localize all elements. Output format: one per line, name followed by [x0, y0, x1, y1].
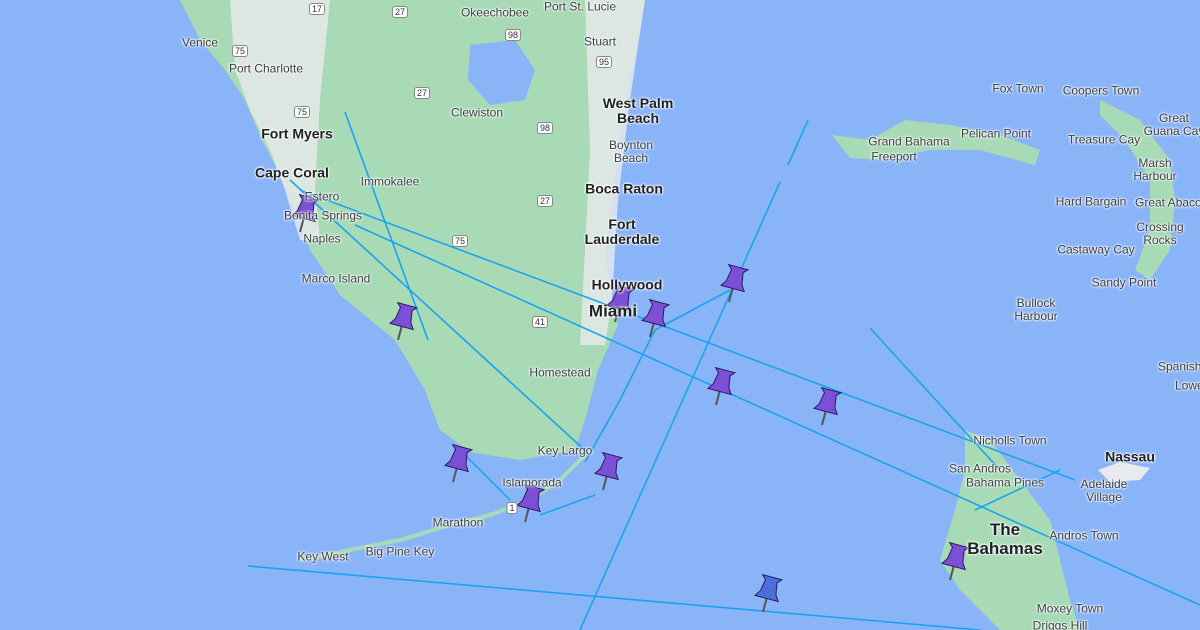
pushpin-icon[interactable]	[441, 443, 474, 485]
route-line	[289, 179, 591, 456]
place-label: Stuart	[583, 34, 617, 49]
place-label: Naples	[303, 231, 341, 246]
florida-keys	[299, 453, 587, 562]
place-label: Nicholls Town	[973, 433, 1047, 448]
place-label: San Andros	[948, 461, 1012, 476]
route-line	[619, 329, 656, 401]
place-label: Port Charlotte	[228, 61, 304, 76]
andros	[940, 430, 1080, 630]
place-label: Key Largo	[537, 443, 593, 458]
pushpin-icon[interactable]	[591, 451, 624, 493]
highway-shield: 98	[536, 122, 554, 134]
route-line	[787, 119, 809, 166]
new-providence	[1098, 462, 1150, 482]
highway-shield: 27	[391, 6, 409, 18]
place-label: Andros Town	[1049, 528, 1119, 543]
place-label: Fort Lauderdale	[584, 216, 660, 247]
pushpin-icon[interactable]	[513, 483, 546, 525]
highway-shield: 27	[413, 87, 431, 99]
route-lines	[247, 111, 1200, 630]
highway-shield: 17	[308, 3, 326, 15]
place-label: Great Guana Cay	[1143, 111, 1200, 138]
highway-shield: 41	[531, 316, 549, 328]
pushpin-icon[interactable]	[386, 301, 419, 343]
place-label: Treasure Cay	[1067, 132, 1141, 147]
place-label: Lower Bogue	[1175, 378, 1200, 393]
route-line	[299, 189, 1076, 481]
place-label: Crossing Rocks	[1136, 220, 1184, 247]
pins	[288, 193, 971, 615]
highway-shield: 95	[595, 56, 613, 68]
pushpin-icon[interactable]	[603, 283, 636, 325]
place-label: Islamorada	[502, 475, 562, 490]
place-label: Adelaide Village	[1080, 477, 1128, 504]
place-label: Venice	[181, 35, 219, 50]
place-label: The Bahamas	[967, 520, 1043, 558]
place-label: Clewiston	[450, 105, 504, 120]
place-label: Grand Bahama	[868, 134, 950, 149]
pushpin-icon[interactable]	[638, 298, 671, 340]
highway-shield: 75	[293, 106, 311, 118]
highway-shield: 75	[451, 235, 469, 247]
pushpin-icon[interactable]	[751, 573, 784, 615]
place-label: West Palm Beach	[602, 95, 674, 126]
pushpin-icon[interactable]	[810, 386, 843, 428]
pushpin-icon[interactable]	[717, 263, 750, 305]
place-label: Hard Bargain	[1055, 194, 1127, 209]
place-label: Driggs Hill	[1032, 618, 1088, 630]
grand-bahama	[832, 120, 1040, 165]
route-line	[869, 327, 1001, 471]
place-label: Okeechobee	[460, 5, 530, 20]
abaco	[1100, 100, 1175, 280]
highway-shield: 27	[536, 195, 554, 207]
pushpin-icon[interactable]	[938, 541, 971, 583]
route-line	[539, 494, 596, 516]
place-label: Marathon	[432, 515, 484, 530]
place-label: Spanish Wells	[1158, 359, 1200, 374]
route-line	[654, 289, 731, 331]
place-label: Coopers Town	[1062, 83, 1140, 98]
place-label: Fox Town	[992, 81, 1044, 96]
place-label: Moxey Town	[1036, 601, 1104, 616]
place-label: Estero	[304, 189, 340, 204]
place-label: Marsh Harbour	[1133, 156, 1177, 183]
place-label: Fort Myers	[261, 125, 333, 142]
route-line	[344, 111, 429, 341]
place-label: Bonita Springs	[283, 208, 363, 223]
place-label: Nassau	[1105, 448, 1155, 465]
lake-okeechobee	[468, 40, 535, 105]
place-label: Big Pine Key	[365, 544, 435, 559]
highway-shield: 1	[506, 502, 518, 514]
place-label: Pelican Point	[960, 126, 1032, 141]
highway-shield: 75	[231, 45, 249, 57]
route-line	[584, 399, 621, 463]
place-label: Great Abaco	[1135, 195, 1200, 210]
place-label: Homestead	[529, 365, 591, 380]
place-label: Immokalee	[360, 174, 420, 189]
place-label: Hollywood	[591, 276, 663, 293]
place-label: Sandy Point	[1091, 275, 1157, 290]
place-label: Port St. Lucie	[543, 0, 617, 14]
route-line	[247, 565, 981, 630]
place-label: Cape Coral	[255, 164, 329, 181]
route-line	[974, 469, 1061, 511]
pushpin-icon[interactable]	[288, 193, 321, 235]
route-line	[354, 224, 1200, 606]
urban-west	[230, 0, 330, 240]
pushpin-icon[interactable]	[704, 366, 737, 408]
place-label: Freeport	[871, 149, 917, 164]
place-label: Marco Island	[301, 271, 371, 286]
highway-shield: 98	[504, 29, 522, 41]
place-label: Boynton Beach	[608, 138, 654, 165]
place-label: Bullock Harbour	[1014, 296, 1058, 323]
place-label: Miami	[588, 301, 638, 321]
place-label: Bahama Pines	[965, 475, 1045, 490]
place-label: Boca Raton	[585, 180, 663, 197]
place-label: Castaway Cay	[1057, 242, 1135, 257]
urban-east	[580, 0, 645, 345]
route-line	[579, 181, 781, 630]
place-label: Key West	[297, 549, 349, 564]
